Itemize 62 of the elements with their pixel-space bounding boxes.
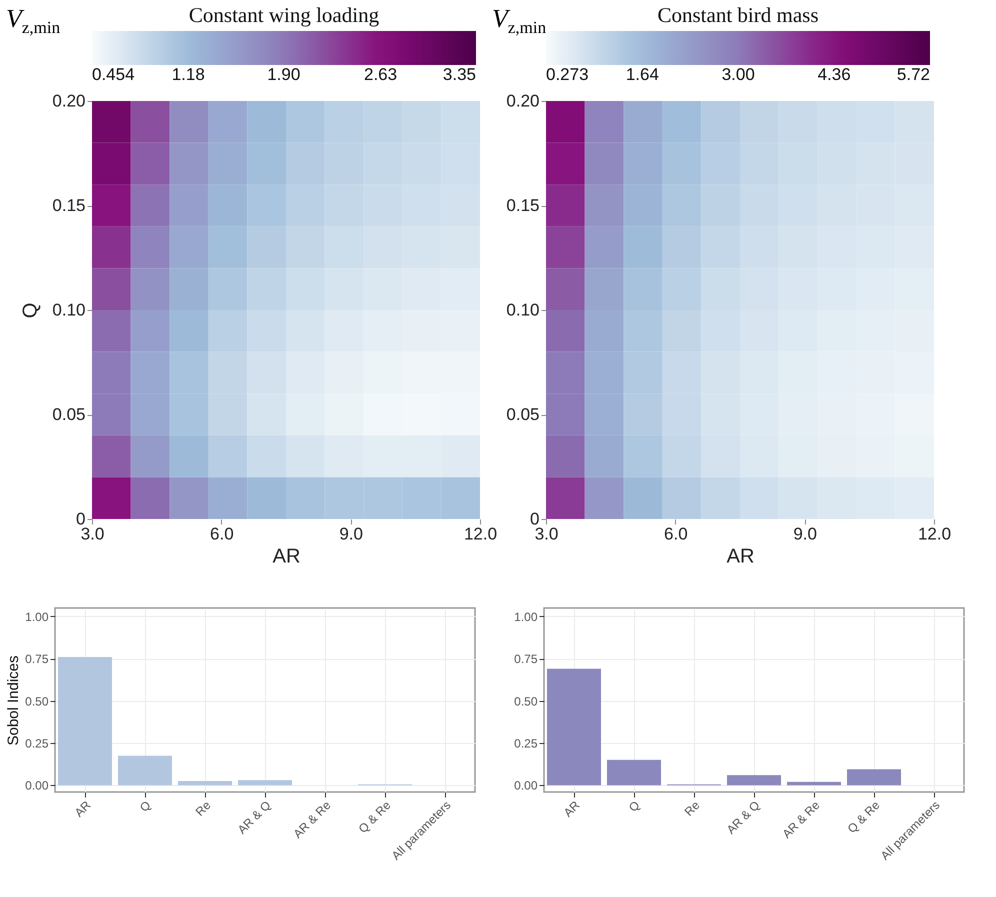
y-tick-label: 1.00 <box>514 610 538 624</box>
color-bar-label: 1.64 <box>626 65 659 84</box>
x-axis-title: AR <box>272 546 300 568</box>
x-axis-title: AR <box>726 546 754 568</box>
color-bar-label: 3.00 <box>722 65 755 84</box>
y-tick-label: 0.15 <box>52 196 86 215</box>
y-tick-label: 0.00 <box>25 778 49 793</box>
x-tick-label: AR & Q <box>724 798 762 837</box>
y-tick-label: 0.10 <box>506 300 540 320</box>
x-tick-label: Re <box>682 798 703 819</box>
bar <box>847 769 901 786</box>
y-axis-title: Sobol Indices <box>5 655 22 746</box>
bar <box>727 775 781 786</box>
bar <box>178 781 232 786</box>
color-bar-label: 3.35 <box>442 65 476 84</box>
y-tick-label: 0.05 <box>506 405 540 424</box>
color-bar-label: 5.72 <box>896 65 930 84</box>
y-tick-label: 0.20 <box>506 92 540 110</box>
y-tick-label: 0.10 <box>52 300 86 320</box>
chart-title: Constant wing loading <box>188 3 380 27</box>
x-tick-label: 6.0 <box>210 524 234 544</box>
bar <box>58 656 112 786</box>
chart-title: Constant bird mass <box>658 3 818 27</box>
x-tick-label: Q & Re <box>844 798 883 836</box>
y-tick-label: 0.50 <box>514 694 538 708</box>
x-tick-label: 9.0 <box>793 524 817 544</box>
bar <box>547 668 601 786</box>
x-tick-label: Re <box>192 798 214 819</box>
y-tick-label: 0.75 <box>25 652 49 666</box>
x-tick-label: Q & Re <box>356 798 394 836</box>
x-tick-label: 9.0 <box>339 524 363 544</box>
bar <box>238 780 292 786</box>
y-tick-label: 0.25 <box>25 736 49 751</box>
y-tick-label: 0.05 <box>52 405 86 424</box>
y-axis-title: Q <box>19 302 42 318</box>
x-tick-label: AR & Re <box>780 798 823 841</box>
y-tick-label: 0.15 <box>506 196 540 215</box>
color-bar-label: 0.454 <box>92 65 135 84</box>
color-bar-label: 0.273 <box>546 65 589 84</box>
x-tick-label: 12.0 <box>464 524 498 544</box>
color-bar-label: 1.18 <box>172 65 205 84</box>
y-tick-label: 0.75 <box>514 652 538 666</box>
y-tick-label: 0.50 <box>25 694 49 708</box>
color-bar-title: V$_{z,min}$ <box>492 4 546 38</box>
y-tick-label: 0.25 <box>514 736 538 751</box>
bar <box>118 756 172 786</box>
y-tick-label: 0.00 <box>514 778 538 793</box>
color-bar-label: 1.90 <box>267 65 300 84</box>
x-tick-label: AR <box>72 798 94 820</box>
x-tick-label: AR & Q <box>234 798 274 837</box>
color-bar-label: 4.36 <box>818 65 851 84</box>
x-tick-label: AR & Re <box>290 798 334 841</box>
x-tick-label: 6.0 <box>664 524 688 544</box>
x-tick-label: Q <box>626 798 642 815</box>
x-tick-label: Q <box>136 798 154 815</box>
color-bar-label: 2.63 <box>364 65 398 84</box>
color-bar-title: V$_{z,min}$ <box>6 4 60 38</box>
y-tick-label: 0.20 <box>52 92 86 110</box>
bar <box>607 760 661 786</box>
y-tick-label: 1.00 <box>25 610 49 624</box>
x-tick-label: AR <box>560 798 583 820</box>
x-tick-label: 12.0 <box>918 524 952 544</box>
